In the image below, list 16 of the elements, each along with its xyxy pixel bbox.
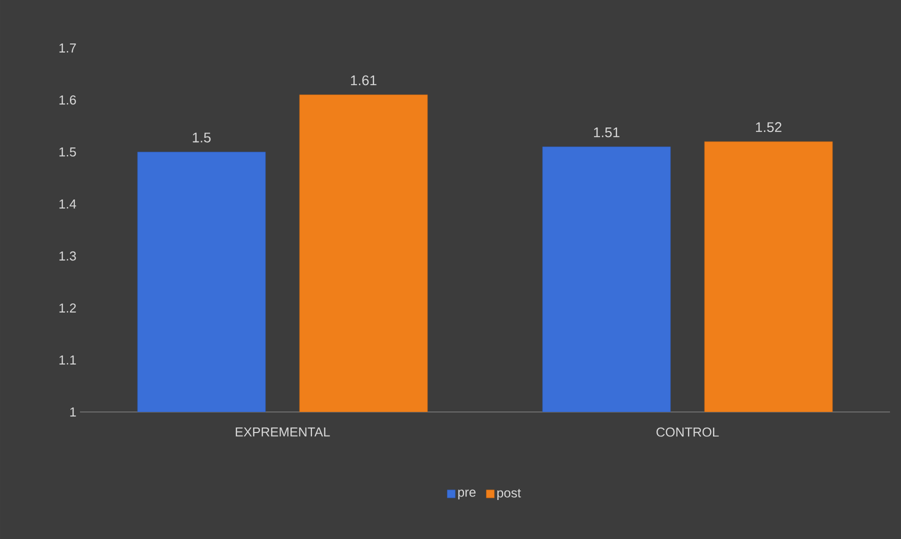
x-tick-label: EXPREMENTAL [236, 428, 330, 436]
data-label: 1.61 [351, 75, 376, 86]
y-tick-label: 1.7 [59, 44, 76, 52]
y-tick-label: 1.2 [59, 303, 76, 313]
y-tick-label: 1.3 [59, 251, 76, 261]
data-label: 1.52 [756, 122, 782, 132]
y-tick-label: 1.1 [59, 356, 76, 364]
data-label: 1.5 [192, 132, 211, 142]
x-tick-label: CONTROL [656, 428, 719, 437]
y-tick-label: 1.5 [59, 147, 76, 157]
y-tick-label: 1 [70, 408, 76, 416]
y-tick-label: 1.6 [59, 95, 76, 105]
data-label: 1.51 [594, 128, 620, 138]
y-tick-label: 1.4 [59, 200, 76, 208]
legend-label: post [497, 488, 521, 500]
legend-label: pre [458, 490, 476, 500]
